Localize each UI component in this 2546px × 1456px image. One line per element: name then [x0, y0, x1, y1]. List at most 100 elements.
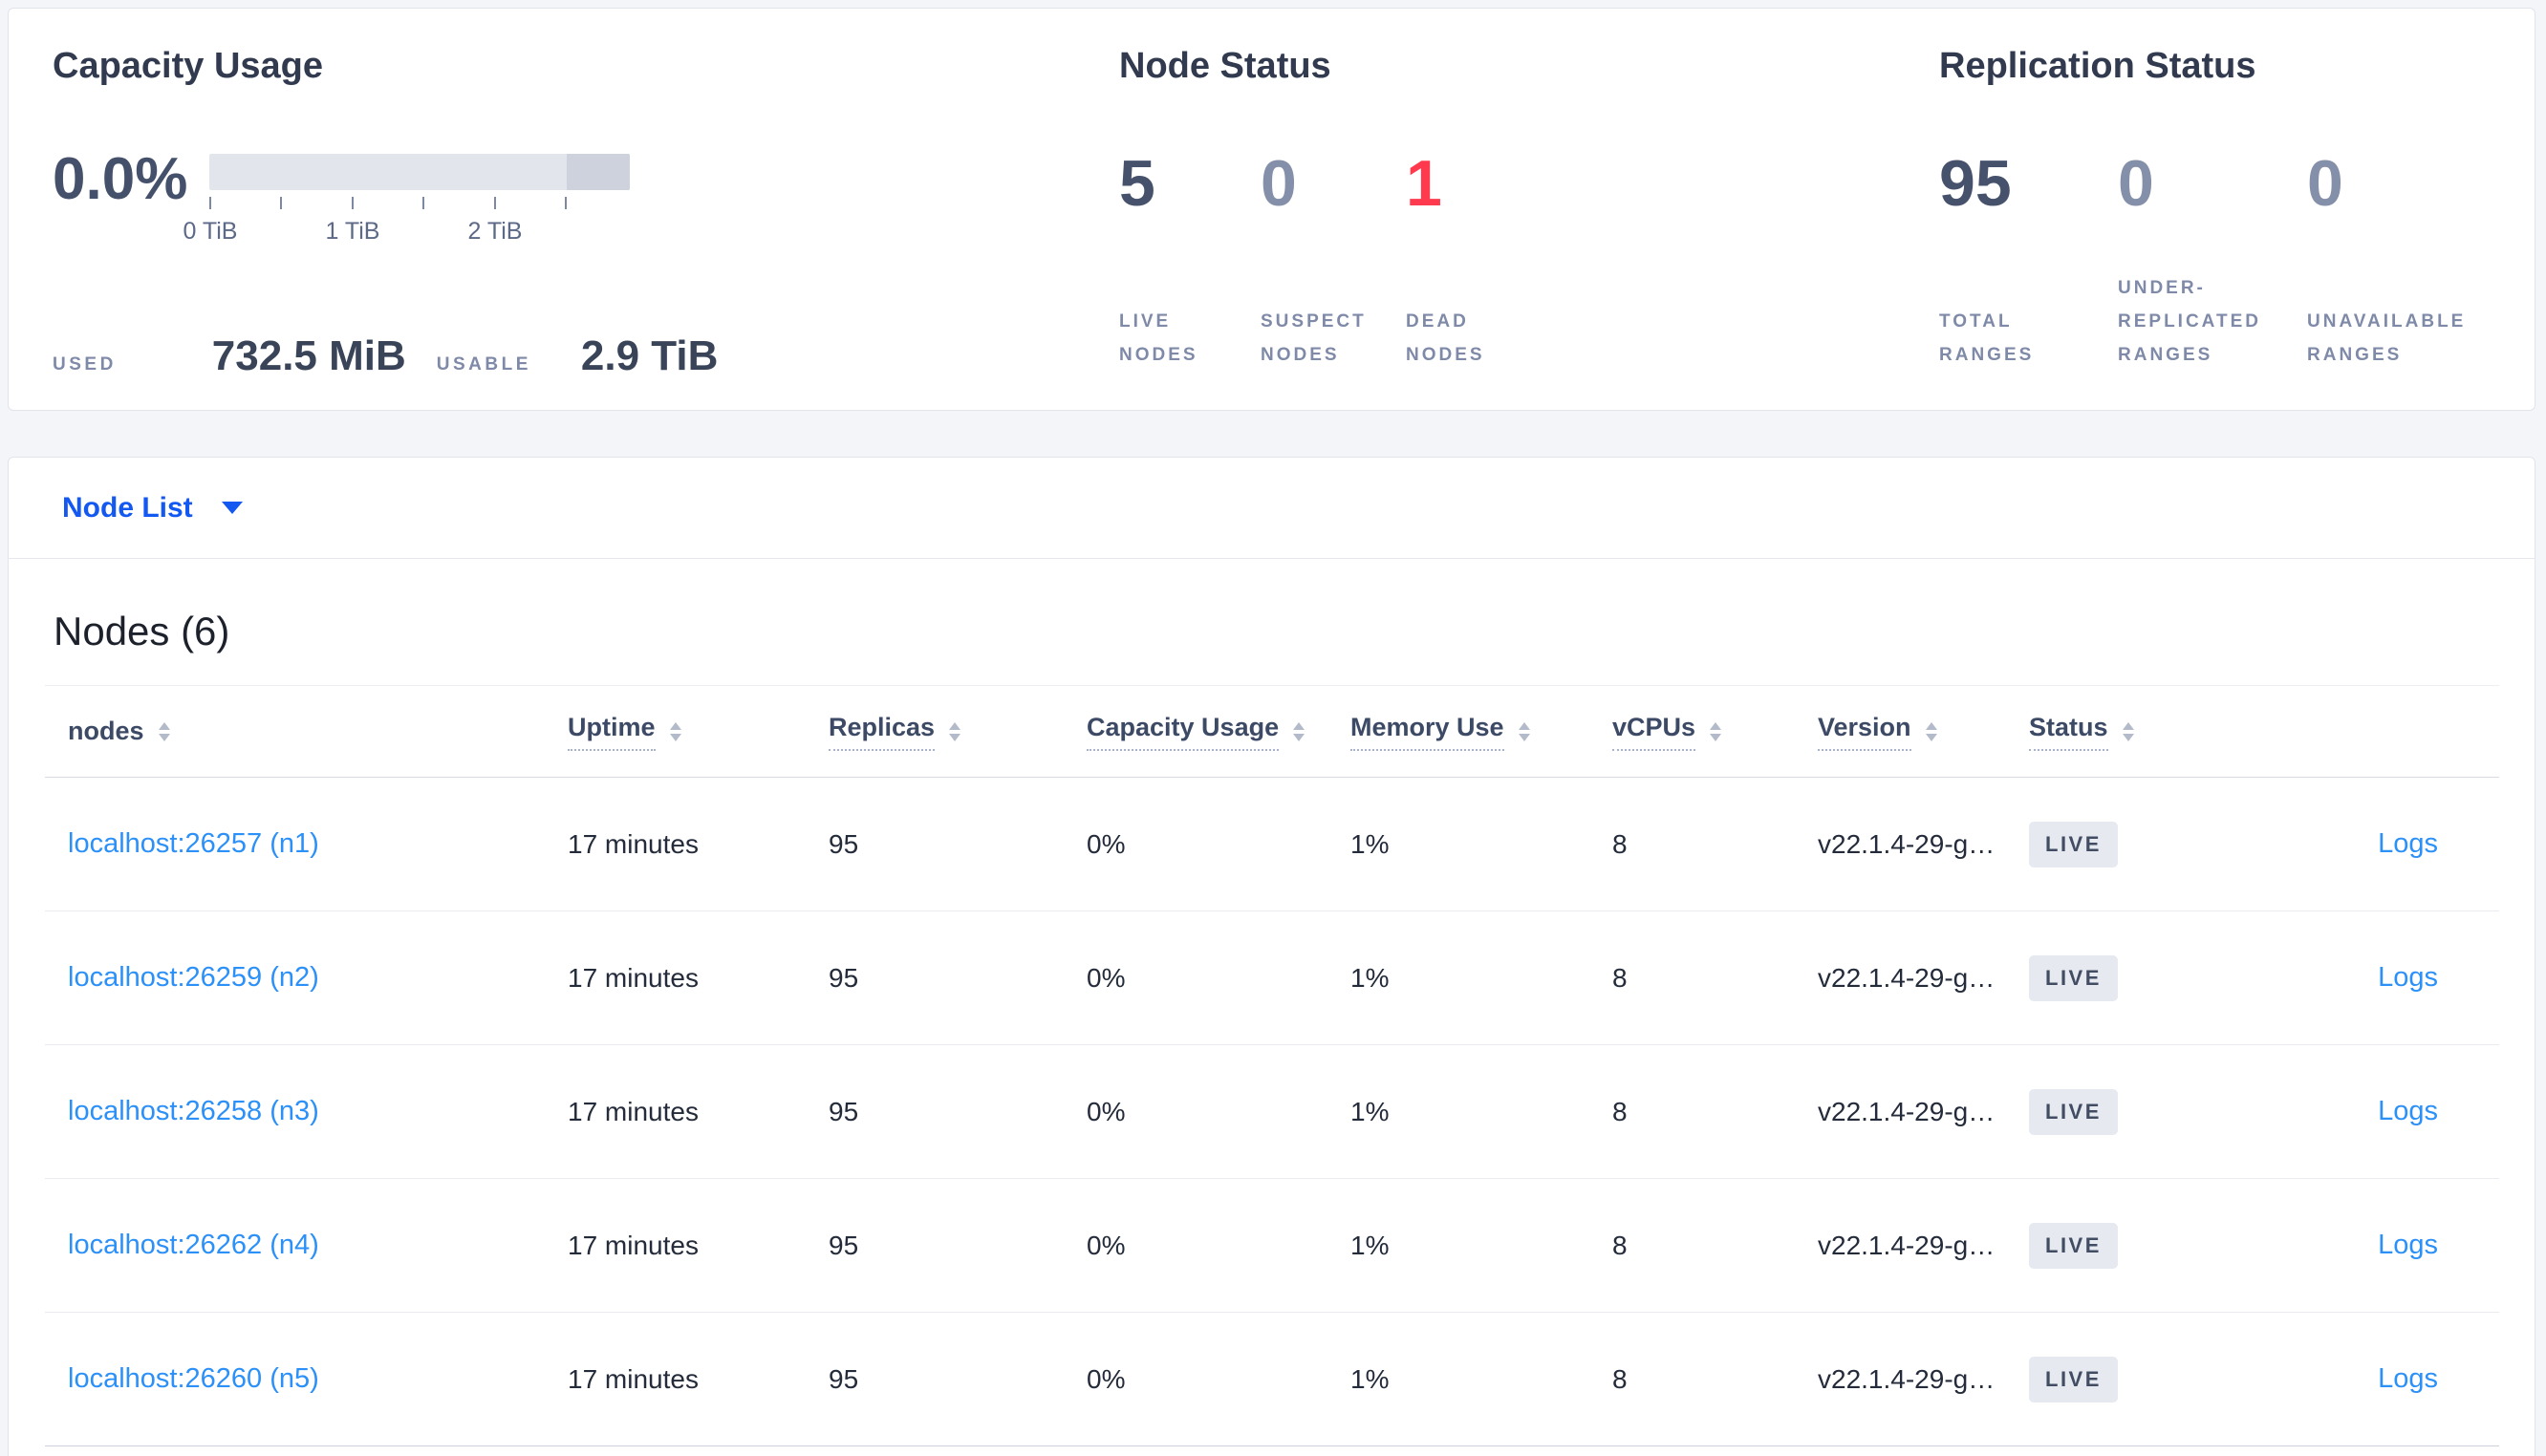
chevron-down-icon	[221, 502, 243, 514]
memory-cell: 1%	[1350, 1096, 1390, 1126]
used-value: 732.5 MiB	[211, 332, 406, 379]
column-header-logs	[2268, 686, 2499, 777]
logs-link[interactable]: Logs	[2378, 1363, 2438, 1394]
logs-link[interactable]: Logs	[2378, 828, 2438, 859]
node-address-link[interactable]: localhost:26259 (n2)	[68, 962, 319, 993]
vcpus-cell: 8	[1612, 962, 1628, 993]
table-row: localhost:26257 (n1) 17 minutes 95 0% 1%…	[45, 778, 2499, 911]
sort-icon[interactable]	[1293, 721, 1305, 741]
tick-label-1: 1 TiB	[325, 218, 380, 245]
status-badge: LIVE	[2029, 821, 2118, 867]
column-header-vcpus[interactable]: vCPUs	[1612, 686, 1818, 777]
replicas-cell: 95	[829, 1096, 859, 1126]
uptime-cell: 17 minutes	[568, 1096, 699, 1126]
tick-label-0: 0 TiB	[183, 218, 238, 245]
nodes-table-section: Nodes (6) nodes Uptime Replicas Capacity…	[9, 609, 2535, 1446]
capacity-cell: 0%	[1087, 1363, 1126, 1394]
view-selector-label[interactable]: Node List	[62, 491, 193, 524]
sort-icon[interactable]	[949, 721, 961, 741]
version-cell: v22.1.4-29-g…	[1818, 828, 1996, 859]
node-address-link[interactable]: localhost:26257 (n1)	[68, 828, 319, 859]
node-address-link[interactable]: localhost:26260 (n5)	[68, 1363, 319, 1394]
capacity-gauge-ticks	[209, 197, 630, 209]
version-cell: v22.1.4-29-g…	[1818, 1363, 1996, 1394]
capacity-gauge-track	[209, 154, 630, 190]
uptime-cell: 17 minutes	[568, 1230, 699, 1260]
replication-status-panel: Replication Status 95 TOTAL RANGES 0 UND…	[1939, 43, 2522, 372]
column-header-status[interactable]: Status	[2029, 686, 2268, 777]
tick-label-2: 2 TiB	[467, 218, 523, 245]
table-row: localhost:26258 (n3) 17 minutes 95 0% 1%…	[45, 1045, 2499, 1179]
logs-link[interactable]: Logs	[2378, 962, 2438, 993]
live-nodes-value: 5	[1119, 147, 1155, 220]
cluster-summary-card: Capacity Usage 0.0% 0 TiB 1 TiB	[8, 8, 2535, 411]
column-header-nodes[interactable]: nodes	[45, 686, 568, 777]
dead-nodes-value: 1	[1406, 147, 1442, 220]
used-label: USED	[53, 354, 117, 375]
sort-icon[interactable]	[158, 721, 170, 741]
column-header-replicas[interactable]: Replicas	[829, 686, 1087, 777]
node-list-card: Node List Nodes (6) nodes Uptime Replica…	[8, 457, 2535, 1456]
vcpus-cell: 8	[1612, 1096, 1628, 1126]
sort-icon[interactable]	[1925, 721, 1937, 741]
usable-value: 2.9 TiB	[580, 332, 719, 379]
divider	[45, 685, 2499, 686]
capacity-gauge: 0 TiB 1 TiB 2 TiB	[183, 154, 630, 248]
node-status-panel: Node Status 5 LIVE NODES 0 SUSPECT NODES…	[1119, 43, 1731, 372]
memory-cell: 1%	[1350, 828, 1390, 859]
sort-icon[interactable]	[669, 721, 681, 741]
replicas-cell: 95	[829, 1363, 859, 1394]
memory-cell: 1%	[1350, 1363, 1390, 1394]
sort-icon[interactable]	[1710, 721, 1722, 741]
status-badge: LIVE	[2029, 1088, 2118, 1135]
usable-label: USABLE	[436, 354, 531, 375]
version-cell: v22.1.4-29-g…	[1818, 1096, 1996, 1126]
total-ranges-stat: 95 TOTAL RANGES	[1939, 150, 2118, 372]
memory-cell: 1%	[1350, 1230, 1390, 1260]
uptime-cell: 17 minutes	[568, 828, 699, 859]
under-replicated-ranges-value: 0	[2118, 147, 2154, 220]
node-address-link[interactable]: localhost:26262 (n4)	[68, 1230, 319, 1260]
suspect-nodes-value: 0	[1261, 147, 1297, 220]
column-header-version[interactable]: Version	[1818, 686, 2029, 777]
column-header-uptime[interactable]: Uptime	[568, 686, 829, 777]
capacity-cell: 0%	[1087, 1096, 1126, 1126]
nodes-table-title: Nodes (6)	[54, 609, 230, 653]
view-selector-dropdown[interactable]: Node List	[9, 458, 2535, 559]
uptime-cell: 17 minutes	[568, 962, 699, 993]
status-badge: LIVE	[2029, 954, 2118, 1001]
vcpus-cell: 8	[1612, 1230, 1628, 1260]
status-badge: LIVE	[2029, 1222, 2118, 1269]
sort-icon[interactable]	[1518, 721, 1530, 741]
column-header-capacity-usage[interactable]: Capacity Usage	[1087, 686, 1350, 777]
capacity-usage-title: Capacity Usage	[53, 46, 324, 86]
capacity-percent-value: 0.0%	[53, 146, 188, 212]
node-status-title: Node Status	[1119, 46, 1331, 86]
sort-icon[interactable]	[2122, 721, 2134, 741]
capacity-gauge-reserved-segment	[567, 154, 630, 190]
logs-link[interactable]: Logs	[2378, 1096, 2438, 1126]
capacity-cell: 0%	[1087, 1230, 1126, 1260]
table-row: localhost:26262 (n4) 17 minutes 95 0% 1%…	[45, 1179, 2499, 1313]
replicas-cell: 95	[829, 962, 859, 993]
capacity-usage-panel: Capacity Usage 0.0% 0 TiB 1 TiB	[53, 43, 760, 380]
nodes-table-header: nodes Uptime Replicas Capacity Usage Mem…	[45, 686, 2499, 778]
unavailable-ranges-stat: 0 UNAVAILABLE RANGES	[2307, 147, 2467, 365]
logs-link[interactable]: Logs	[2378, 1230, 2438, 1260]
replication-status-title: Replication Status	[1939, 46, 2256, 86]
node-address-link[interactable]: localhost:26258 (n3)	[68, 1096, 319, 1126]
status-badge: LIVE	[2029, 1356, 2118, 1402]
replicas-cell: 95	[829, 1230, 859, 1260]
table-row: localhost:26259 (n2) 17 minutes 95 0% 1%…	[45, 911, 2499, 1045]
vcpus-cell: 8	[1612, 1363, 1628, 1394]
column-header-memory-use[interactable]: Memory Use	[1350, 686, 1612, 777]
unavailable-ranges-value: 0	[2307, 147, 2343, 220]
suspect-nodes-stat: 0 SUSPECT NODES	[1261, 150, 1406, 372]
replicas-cell: 95	[829, 828, 859, 859]
version-cell: v22.1.4-29-g…	[1818, 962, 1996, 993]
dead-nodes-stat: 1 DEAD NODES	[1406, 147, 1485, 365]
vcpus-cell: 8	[1612, 828, 1628, 859]
total-ranges-value: 95	[1939, 147, 2012, 220]
capacity-cell: 0%	[1087, 962, 1126, 993]
live-nodes-stat: 5 LIVE NODES	[1119, 150, 1261, 372]
